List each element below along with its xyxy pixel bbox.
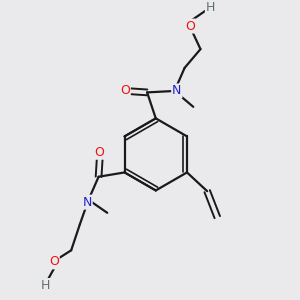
Text: N: N [82, 196, 92, 208]
Text: O: O [120, 84, 130, 97]
Text: H: H [206, 1, 215, 14]
Text: O: O [94, 146, 104, 159]
Text: H: H [41, 279, 50, 292]
Text: O: O [49, 255, 59, 268]
Text: N: N [172, 85, 182, 98]
Text: O: O [185, 20, 195, 33]
